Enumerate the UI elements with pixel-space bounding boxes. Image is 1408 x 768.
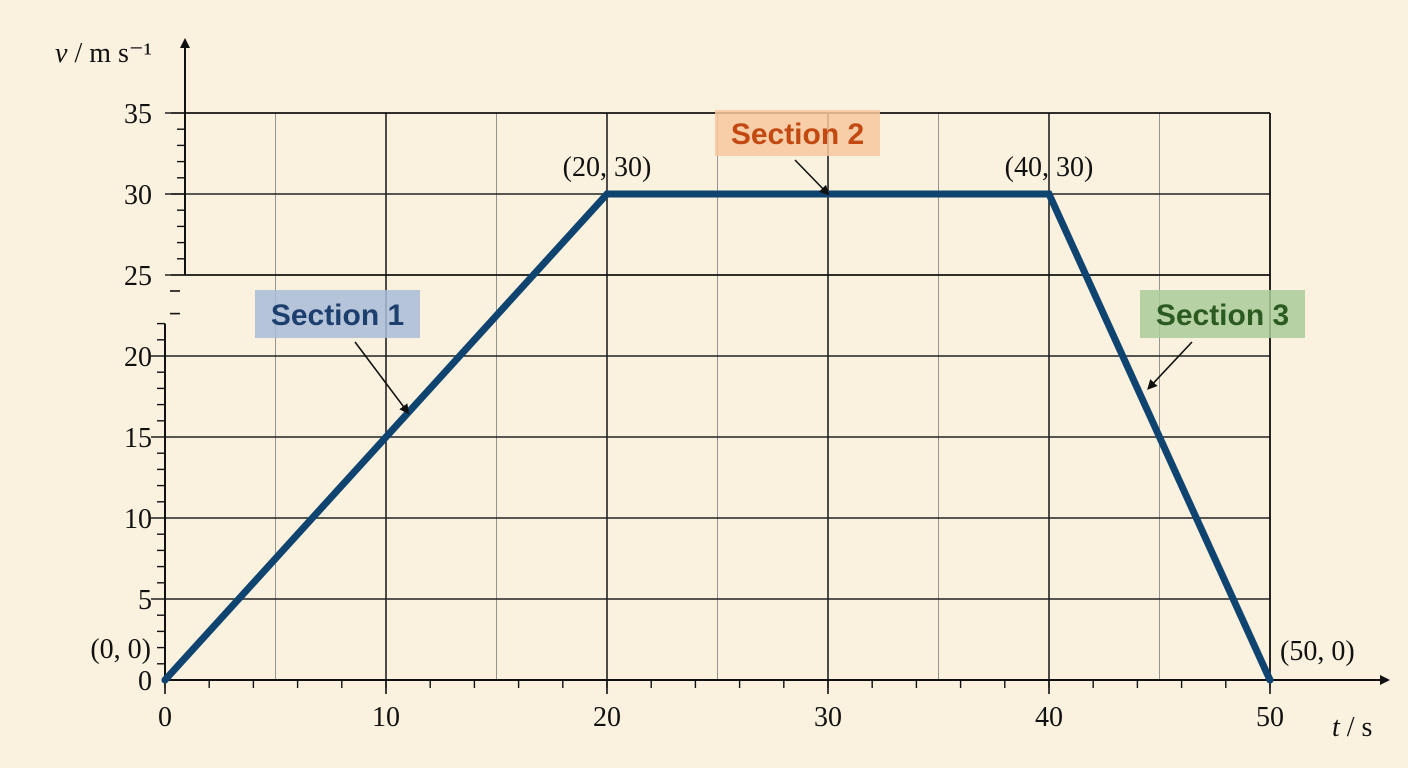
y-tick-label: 15 — [124, 423, 152, 454]
series-point — [1045, 190, 1053, 198]
point-label: (50, 0) — [1280, 636, 1355, 667]
y-tick-label: 25 — [124, 261, 152, 292]
section-arrow — [1147, 341, 1193, 390]
point-label: (20, 30) — [563, 152, 652, 183]
y-tick-label: 20 — [124, 342, 152, 373]
section-label: Section 2 — [731, 118, 864, 151]
x-tick-label: 10 — [372, 702, 400, 733]
section-arrow — [354, 341, 410, 415]
section-label-box — [715, 110, 880, 156]
section-label: Section 3 — [1156, 299, 1289, 332]
point-label: (40, 30) — [1005, 152, 1094, 183]
y-tick-label: 0 — [138, 666, 152, 697]
grid — [165, 112, 1271, 680]
x-axis-label: t / s — [1332, 712, 1372, 743]
y-axis-label: v / m s⁻¹ — [55, 38, 152, 69]
point-label: (0, 0) — [90, 634, 151, 665]
section-label-box — [1140, 290, 1305, 338]
section-label-box — [255, 290, 420, 338]
x-tick-label: 0 — [158, 702, 172, 733]
y-tick-label: 10 — [124, 504, 152, 535]
x-tick-label: 30 — [814, 702, 842, 733]
section-label: Section 1 — [271, 299, 404, 332]
series-point — [603, 190, 611, 198]
ticks — [151, 112, 1271, 694]
section-arrow — [794, 159, 830, 196]
annotations: Section 1 Section 2 Section 3 — [255, 110, 1305, 415]
y-tick-label: 5 — [138, 585, 152, 616]
x-tick-label: 20 — [593, 702, 621, 733]
y-tick-label: 35 — [124, 99, 152, 130]
x-tick-label: 40 — [1035, 702, 1063, 733]
y-tick-label: 30 — [124, 180, 152, 211]
labels: 0 10 20 30 40 50 0 5 10 15 20 25 30 35 v / m s⁻¹ t / s (… — [55, 38, 1372, 743]
x-tick-label: 50 — [1256, 702, 1284, 733]
series-point — [161, 676, 169, 684]
series-point — [1266, 676, 1274, 684]
